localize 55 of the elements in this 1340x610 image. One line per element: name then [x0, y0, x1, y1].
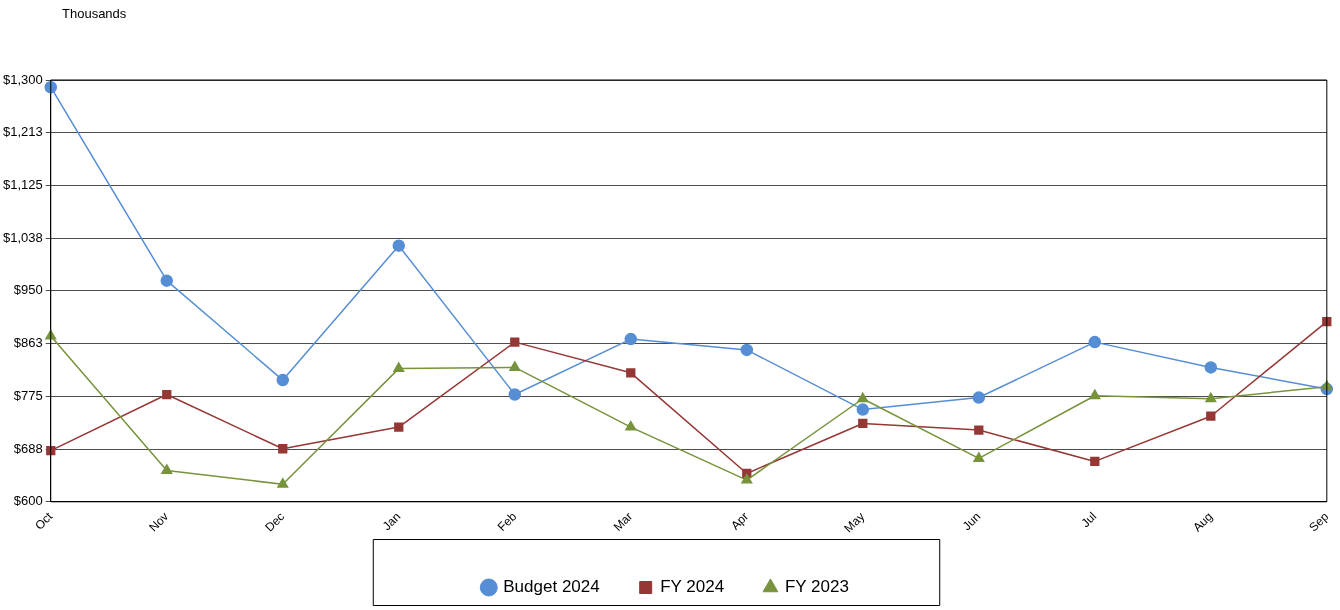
point — [509, 361, 521, 371]
point — [277, 478, 289, 488]
point — [740, 343, 754, 357]
point — [162, 389, 172, 400]
point — [160, 274, 174, 287]
x-tick-label: Aug — [1190, 509, 1216, 535]
point — [626, 368, 636, 378]
point — [510, 337, 520, 347]
point — [858, 418, 868, 429]
y-tick-label: $1,213 — [3, 124, 43, 140]
legend-label: FY 2024 — [660, 577, 725, 597]
y-axis-title: Thousands — [62, 6, 127, 21]
y-tick-label: $600 — [13, 493, 43, 509]
point — [1205, 392, 1217, 403]
y-tick-label: $1,125 — [3, 177, 43, 193]
y-tick-label: $1,038 — [3, 229, 43, 245]
point — [394, 422, 404, 432]
point — [1089, 389, 1101, 400]
x-tick-label: Dec — [262, 509, 288, 535]
point — [741, 473, 753, 484]
point — [857, 392, 869, 403]
point — [1206, 411, 1216, 421]
point — [973, 452, 985, 462]
legend-label: Budget 2024 — [503, 577, 600, 597]
y-tick-label: $863 — [13, 335, 43, 351]
x-tick-label: Jan — [379, 509, 404, 534]
point — [1088, 335, 1102, 349]
y-tick-label: $775 — [13, 387, 43, 403]
point — [393, 362, 405, 373]
point — [276, 373, 290, 387]
point — [856, 403, 870, 416]
y-tick-label: $688 — [13, 440, 43, 456]
x-tick-label: Jun — [959, 509, 984, 534]
x-tick-label: Feb — [494, 509, 520, 534]
point — [972, 391, 986, 404]
x-tick-label: Mar — [610, 509, 636, 534]
x-tick-label: Jul — [1078, 509, 1100, 531]
x-tick-label: Apr — [728, 509, 752, 533]
point — [278, 444, 288, 454]
point — [45, 329, 57, 340]
point — [508, 388, 522, 401]
x-tick-label: May — [841, 509, 868, 536]
point — [625, 420, 637, 431]
point — [624, 332, 638, 346]
point — [1090, 456, 1100, 467]
legend-label: FY 2023 — [784, 577, 849, 597]
x-tick-label: Oct — [32, 508, 56, 533]
x-tick-label: Nov — [146, 509, 172, 535]
y-tick-label: $1,300 — [3, 71, 43, 87]
point — [392, 239, 406, 252]
y-tick-label: $950 — [13, 282, 43, 298]
point — [974, 425, 984, 435]
point — [161, 464, 173, 474]
point — [1204, 361, 1218, 374]
x-tick-label: Sep — [1306, 509, 1332, 535]
